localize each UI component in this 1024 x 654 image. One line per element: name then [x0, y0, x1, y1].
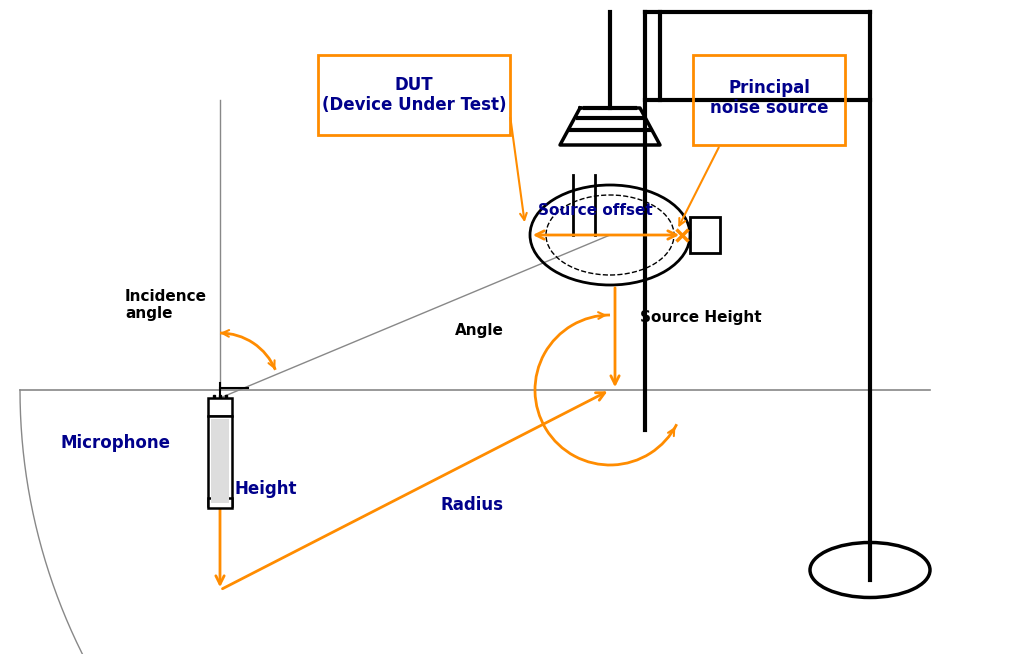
Text: Radius: Radius: [440, 496, 503, 514]
Bar: [690, 217, 720, 253]
Bar: [208, 398, 232, 416]
Bar: [318, 55, 510, 135]
Text: DUT
(Device Under Test): DUT (Device Under Test): [322, 76, 506, 114]
Bar: [208, 498, 232, 508]
Text: Incidence
angle: Incidence angle: [125, 288, 207, 321]
Bar: [211, 419, 229, 503]
Text: Principal
noise source: Principal noise source: [710, 78, 828, 118]
Text: Source Height: Source Height: [640, 310, 762, 325]
Bar: [208, 416, 232, 506]
Text: Height: Height: [234, 480, 298, 498]
Text: Angle: Angle: [455, 323, 504, 338]
Bar: [693, 55, 845, 145]
Text: Source offset: Source offset: [538, 203, 652, 218]
Text: Microphone: Microphone: [60, 434, 170, 452]
